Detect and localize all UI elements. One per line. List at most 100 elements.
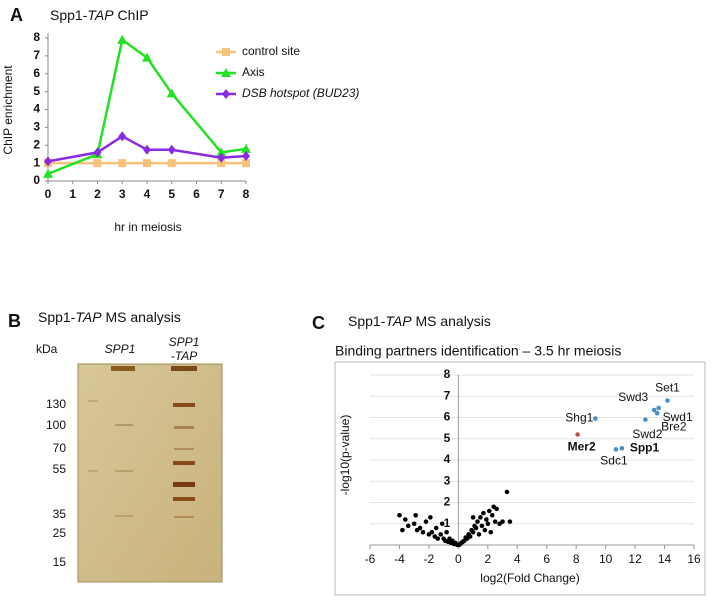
- point: [479, 523, 485, 529]
- y-tick-label: 5: [33, 84, 40, 98]
- point: [484, 517, 489, 522]
- point: [489, 512, 495, 518]
- title-part: TAP: [87, 7, 114, 23]
- point: [405, 523, 411, 529]
- marker: [43, 168, 53, 178]
- x-tick-label: 4: [144, 187, 151, 201]
- y-tick-label: 8: [444, 367, 451, 381]
- point: [429, 529, 435, 535]
- title-part: TAP: [385, 313, 412, 329]
- point: [492, 519, 498, 524]
- marker: [167, 144, 176, 155]
- x-tick-label: 0: [45, 187, 52, 201]
- x-tick-label: 2: [94, 187, 101, 201]
- x-tick-label: 1: [69, 187, 76, 201]
- marker: [167, 159, 176, 168]
- chart-subtitle: Binding partners identification – 3.5 hr…: [335, 343, 621, 359]
- point: [435, 536, 441, 541]
- legend-label: control site: [242, 44, 300, 58]
- point: [500, 519, 505, 524]
- gel-unit: kDa: [36, 342, 58, 356]
- point: [397, 512, 402, 518]
- y-tick-label: 3: [33, 120, 40, 134]
- x-tick-label: 0: [455, 552, 462, 566]
- marker: [242, 150, 250, 161]
- marker: [217, 159, 226, 168]
- panel-letter: B: [8, 311, 21, 331]
- marker: [143, 144, 151, 155]
- title-part: Spp1-: [38, 309, 76, 325]
- x-tick-label: 8: [243, 187, 250, 201]
- y-tick-label: 5: [444, 431, 451, 445]
- marker: [93, 159, 102, 168]
- legend-marker: [222, 89, 230, 99]
- point: [482, 527, 488, 533]
- legend-marker: [221, 68, 231, 77]
- legend-marker: [222, 48, 230, 56]
- panel-letter: C: [312, 313, 325, 333]
- y-tick-label: 4: [444, 452, 451, 466]
- point: [470, 529, 476, 535]
- title-part: TAP: [75, 309, 102, 325]
- y-tick-label: 6: [444, 410, 451, 424]
- x-tick-label: 4: [514, 552, 521, 566]
- point-label: Set1: [655, 381, 680, 395]
- gel-title: Spp1-TAP MS analysis: [38, 309, 181, 325]
- point: [476, 532, 482, 537]
- point: [494, 506, 499, 512]
- point: [403, 517, 408, 522]
- point: [467, 534, 473, 539]
- y-tick-label: 2: [444, 495, 451, 509]
- x-tick-label: 12: [628, 552, 642, 566]
- marker: [166, 88, 177, 98]
- marker: [241, 143, 251, 153]
- point: [439, 521, 445, 527]
- point: [428, 515, 433, 520]
- point: [619, 446, 625, 451]
- title-part: ChIP: [114, 7, 149, 23]
- x-tick-label: 10: [599, 552, 613, 566]
- chart-title: Spp1-TAP ChIP: [50, 7, 149, 23]
- y-tick-label: 8: [33, 30, 40, 44]
- point-label: Mer2: [568, 440, 596, 454]
- marker-label: 55: [53, 462, 67, 476]
- lane-label: SPP1: [169, 335, 200, 349]
- point: [593, 416, 598, 421]
- legend-label: DSB hotspot (BUD23): [242, 86, 359, 100]
- chart-title: Spp1-TAP MS analysis: [348, 313, 491, 329]
- marker-label: 25: [53, 526, 67, 540]
- point-label: Spp1: [630, 440, 660, 454]
- point: [613, 447, 619, 452]
- point: [504, 489, 510, 495]
- point: [507, 519, 513, 524]
- point-label: Swd3: [618, 390, 648, 404]
- x-tick-label: 7: [218, 187, 225, 201]
- y-tick-label: 6: [33, 66, 40, 80]
- y-tick-label: 0: [33, 173, 40, 187]
- point: [481, 510, 486, 516]
- x-tick-label: -2: [424, 552, 435, 566]
- point-label: Shg1: [565, 411, 593, 425]
- point: [473, 525, 479, 531]
- marker: [44, 156, 52, 167]
- point: [478, 515, 483, 520]
- point-label: Swd1: [663, 410, 693, 424]
- y-tick-label: 2: [33, 137, 40, 151]
- x-tick-label: 6: [193, 187, 200, 201]
- point: [575, 432, 580, 437]
- panel-letter: A: [10, 5, 23, 25]
- x-tick-label: -6: [365, 552, 376, 566]
- x-tick-label: -4: [394, 552, 405, 566]
- marker-label: 35: [53, 507, 67, 521]
- y-tick-label: 3: [444, 473, 451, 487]
- gel-image: [77, 363, 223, 583]
- point: [417, 525, 423, 531]
- point: [470, 515, 476, 520]
- marker-label: 70: [53, 441, 67, 455]
- marker: [217, 152, 226, 163]
- y-tick-label: 4: [33, 102, 40, 116]
- marker-label: 130: [46, 397, 66, 411]
- point: [438, 532, 443, 537]
- y-axis-label: -log10(p-value): [338, 415, 352, 496]
